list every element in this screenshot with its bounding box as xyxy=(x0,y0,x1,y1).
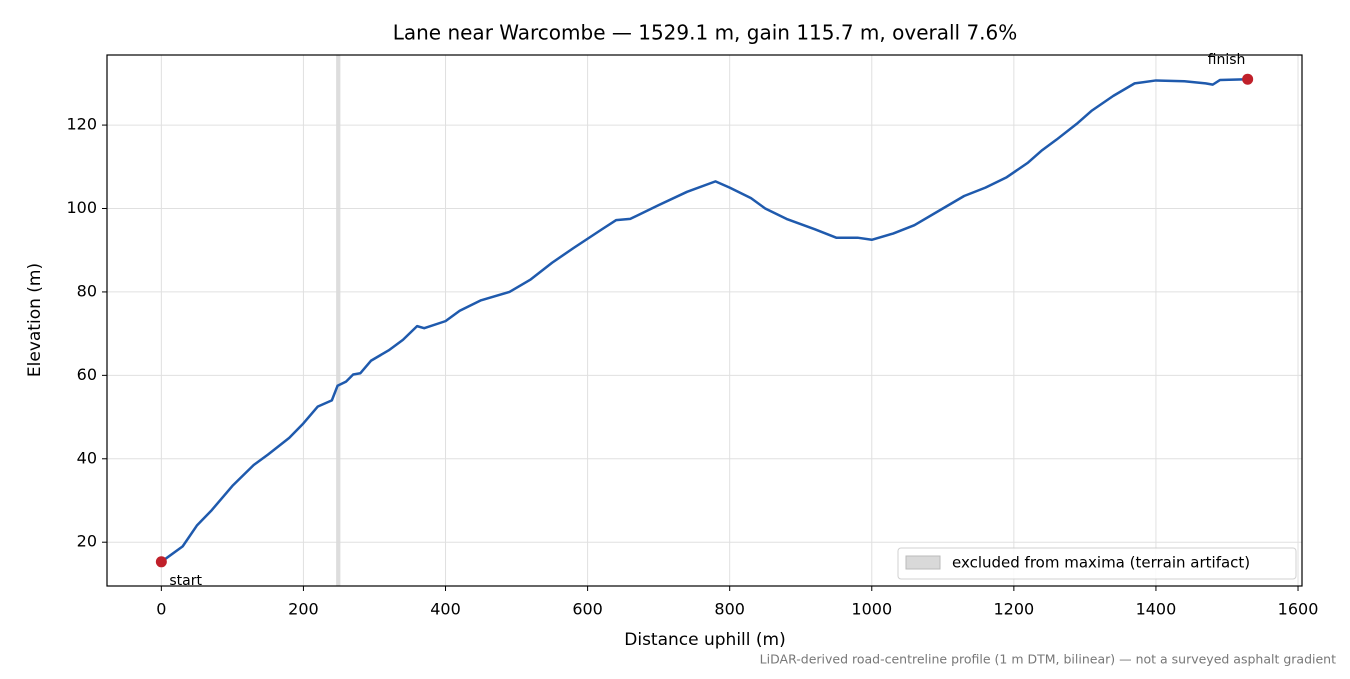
endpoint-marker xyxy=(155,556,167,568)
y-tick-label: 100 xyxy=(66,198,97,217)
chart-title: Lane near Warcombe — 1529.1 m, gain 115.… xyxy=(393,21,1018,45)
x-tick-label: 800 xyxy=(714,600,745,619)
legend-label: excluded from maxima (terrain artifact) xyxy=(952,554,1250,572)
endpoint-label: start xyxy=(169,573,202,589)
y-tick-label: 20 xyxy=(77,532,97,551)
y-tick-label: 40 xyxy=(77,448,97,467)
endpoint-marker xyxy=(1242,73,1254,85)
x-tick-label: 1400 xyxy=(1136,600,1177,619)
line xyxy=(160,77,1248,563)
y-axis-label: Elevation (m) xyxy=(25,263,45,377)
endpoint-label: finish xyxy=(1208,52,1246,68)
x-axis-label: Distance uphill (m) xyxy=(624,630,785,650)
x-tick-label: 600 xyxy=(572,600,603,619)
x-tick-label: 0 xyxy=(156,600,166,619)
x-tick-label: 400 xyxy=(430,600,461,619)
x-tick-label: 1000 xyxy=(851,600,892,619)
legend-swatch xyxy=(905,555,941,570)
axes-frame xyxy=(106,54,1303,587)
y-tick-label: 120 xyxy=(66,115,97,134)
y-tick-label: 60 xyxy=(77,365,97,384)
x-tick-label: 1600 xyxy=(1278,600,1319,619)
excluded-span xyxy=(336,55,341,586)
x-tick-label: 200 xyxy=(288,600,319,619)
x-tick-label: 1200 xyxy=(993,600,1034,619)
footnote: LiDAR-derived road-centreline profile (1… xyxy=(760,652,1336,667)
legend-box xyxy=(897,547,1297,580)
y-tick-label: 80 xyxy=(77,281,97,300)
